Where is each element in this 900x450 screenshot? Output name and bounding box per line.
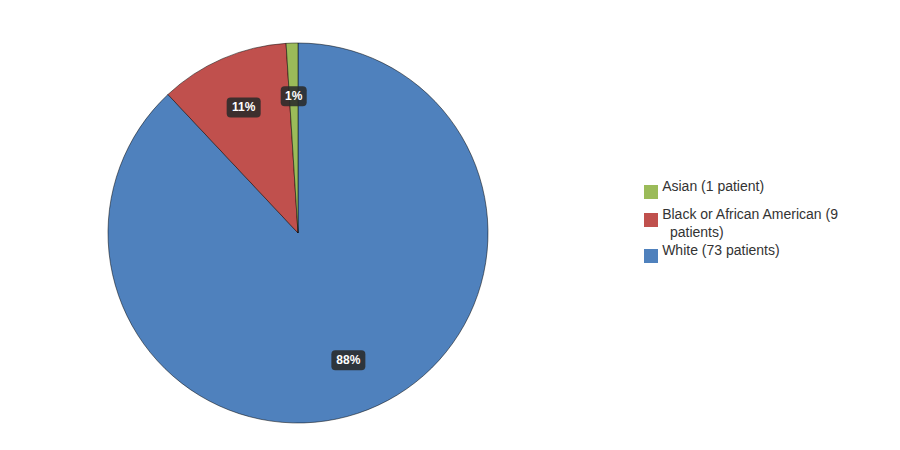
svg-text:1%: 1%	[285, 89, 303, 103]
html-text:White (73 patients): White (73 patients)	[662, 242, 780, 258]
svg-text:88%: 88%	[336, 353, 360, 367]
svg-text:11%: 11%	[232, 100, 256, 114]
html-text:Black or African American (9 p: Black or African American (9 patients)	[662, 206, 838, 240]
html-text:Asian (1 patient): Asian (1 patient)	[662, 178, 765, 194]
